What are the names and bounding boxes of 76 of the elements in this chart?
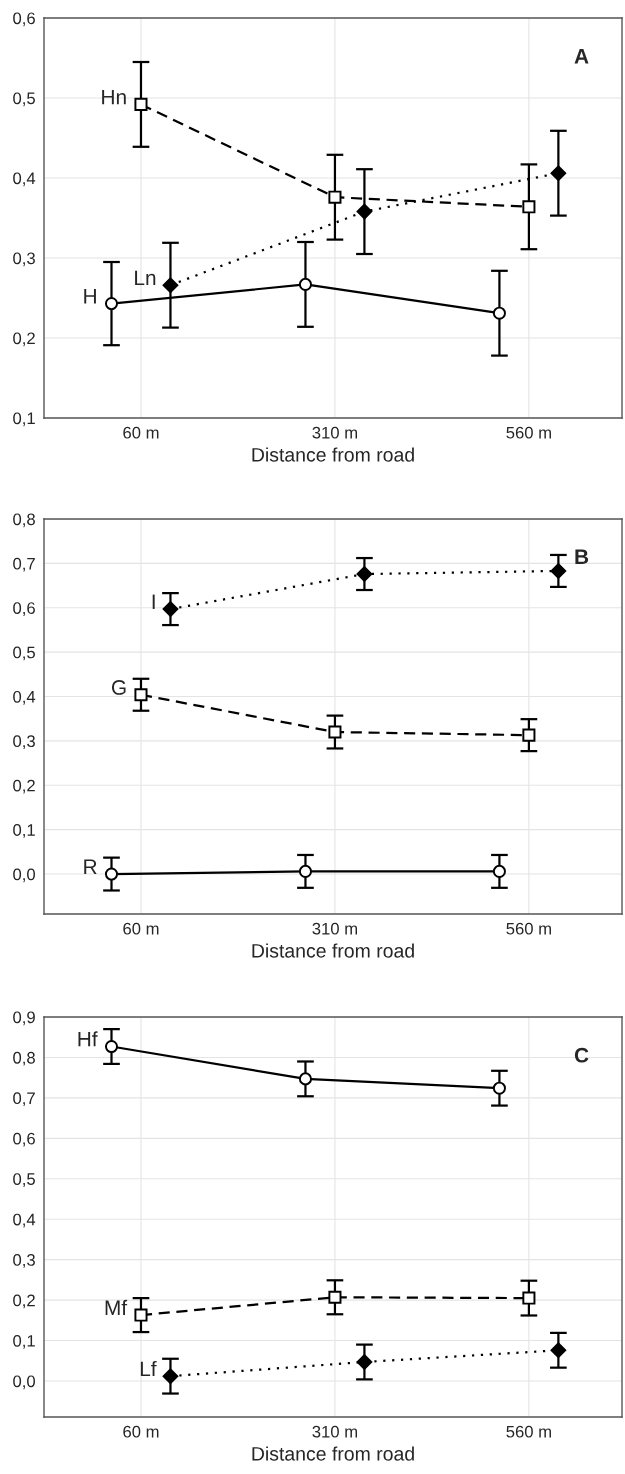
y-tick-label: 0,8	[13, 1051, 35, 1066]
y-tick-label: 0,2	[13, 1294, 35, 1309]
y-tick-label: 0,3	[13, 252, 35, 267]
point	[550, 563, 567, 579]
y-tick-label: 0,8	[13, 513, 35, 528]
series-label: G	[111, 680, 126, 695]
point	[328, 190, 342, 204]
point	[104, 867, 119, 881]
y-tick-label: 0,9	[13, 1011, 35, 1026]
point	[492, 1081, 506, 1095]
point	[298, 864, 312, 878]
y-tick-label: 0,0	[13, 1375, 36, 1390]
y-tick-label: 0,1	[13, 824, 35, 838]
x-tick-label: 60 m	[123, 922, 159, 935]
point	[104, 297, 119, 311]
y-tick-label: 0,6	[13, 602, 35, 616]
series-label: Lf	[140, 1360, 157, 1376]
point	[522, 200, 536, 214]
y-tick-label: 0,5	[13, 646, 35, 661]
point	[298, 277, 312, 291]
point	[356, 1354, 373, 1370]
point	[162, 277, 179, 294]
y-tick-label: 0,7	[13, 557, 35, 572]
series-label: Mf	[105, 1299, 128, 1315]
point	[134, 1308, 148, 1322]
point	[550, 1342, 567, 1359]
point	[356, 203, 373, 220]
y-tick-label: 0,1	[13, 1334, 35, 1349]
series-label: Ln	[135, 270, 156, 286]
x-axis-title: Distance from road	[252, 1446, 414, 1461]
y-tick-label: 0,5	[13, 1173, 35, 1187]
point	[522, 1291, 536, 1305]
x-tick-label: 560 m	[506, 426, 551, 439]
y-tick-label: 0,2	[13, 332, 35, 347]
y-tick-label: 0,4	[13, 172, 36, 187]
series-label: H	[84, 289, 96, 304]
series-label: I	[152, 594, 155, 609]
x-tick-label: 310 m	[312, 426, 357, 439]
x-tick-label: 310 m	[312, 922, 357, 935]
x-tick-label: 60 m	[123, 1425, 159, 1438]
y-tick-label: 0,6	[13, 12, 35, 27]
point	[492, 306, 506, 320]
point	[328, 725, 342, 739]
y-tick-label: 0,7	[13, 1092, 35, 1107]
y-tick-label: 0,0	[13, 868, 36, 883]
point	[328, 1290, 342, 1304]
y-tick-label: 0,2	[13, 779, 35, 794]
x-tick-label: 60 m	[123, 426, 159, 439]
y-tick-label: 0,4	[13, 690, 36, 705]
point	[356, 566, 373, 582]
point	[134, 688, 148, 702]
series-label: R	[84, 859, 97, 874]
annotation: B	[575, 549, 589, 564]
x-tick-label: 560 m	[506, 1425, 551, 1438]
y-tick-label: 0,3	[13, 1254, 35, 1268]
y-tick-label: 0,5	[13, 92, 35, 107]
x-tick-label: 310 m	[312, 1425, 357, 1438]
x-axis-title: Distance from road	[252, 943, 414, 958]
y-tick-label: 0,1	[13, 412, 35, 427]
point	[492, 864, 506, 878]
point	[162, 1368, 179, 1384]
point	[104, 1040, 119, 1054]
annotation: A	[574, 49, 589, 64]
point	[162, 601, 179, 617]
series-label: Hf	[78, 1031, 98, 1047]
point	[298, 1072, 312, 1086]
annotation: C	[574, 1047, 589, 1063]
x-axis-title: Distance from road	[252, 447, 414, 462]
y-tick-label: 0,3	[13, 735, 35, 750]
y-tick-label: 0,4	[13, 1213, 36, 1228]
series-label: Hn	[102, 89, 126, 105]
y-tick-label: 0,6	[13, 1132, 35, 1147]
point	[522, 728, 536, 742]
point	[550, 165, 567, 182]
point	[134, 97, 148, 111]
x-tick-label: 560 m	[506, 922, 551, 935]
